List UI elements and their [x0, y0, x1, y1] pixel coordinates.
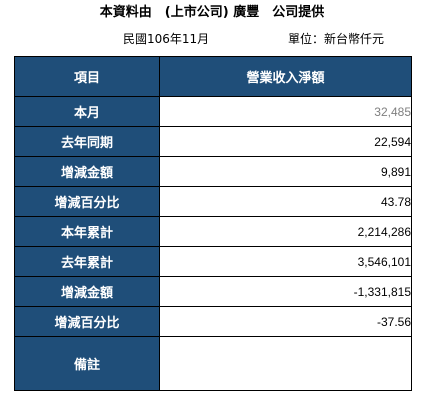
- report-title: 本資料由 (上市公司) 廣豐 公司提供: [99, 5, 325, 20]
- table-row: 去年同期 22,594: [14, 126, 412, 157]
- row-value: 43.78: [159, 186, 412, 217]
- table-header-row: 項目 營業收入淨額: [14, 56, 412, 97]
- row-label: 增減金額: [14, 276, 160, 307]
- note-value: [159, 336, 412, 391]
- row-value: 3,546,101: [159, 246, 412, 277]
- row-label: 增減百分比: [14, 186, 160, 217]
- row-label: 去年同期: [14, 126, 160, 157]
- table-row: 增減金額 -1,331,815: [14, 276, 412, 307]
- row-label: 增減金額: [14, 156, 160, 187]
- row-value: 32,485: [159, 96, 412, 127]
- row-value: 22,594: [159, 126, 412, 157]
- table-row: 去年累計 3,546,101: [14, 246, 412, 277]
- row-label: 去年累計: [14, 246, 160, 277]
- row-value: -1,331,815: [159, 276, 412, 307]
- table-row: 增減金額 9,891: [14, 156, 412, 187]
- note-row: 備註: [14, 336, 412, 391]
- revenue-table: 項目 營業收入淨額 本月 32,485 去年同期 22,594 增減金額 9,8…: [14, 56, 412, 391]
- row-label: 本年累計: [14, 216, 160, 247]
- row-label: 增減百分比: [14, 306, 160, 337]
- note-label: 備註: [14, 336, 160, 391]
- table-row: 增減百分比 -37.56: [14, 306, 412, 337]
- table-row: 增減百分比 43.78: [14, 186, 412, 217]
- row-value: 2,214,286: [159, 216, 412, 247]
- report-unit: 單位：新台幣仟元: [288, 32, 385, 46]
- row-value: 9,891: [159, 156, 412, 187]
- table-row: 本月 32,485: [14, 96, 412, 127]
- report-period: 民國106年11月: [123, 32, 210, 46]
- row-label: 本月: [14, 96, 160, 127]
- row-value: -37.56: [159, 306, 412, 337]
- table-row: 本年累計 2,214,286: [14, 216, 412, 247]
- column-header-item: 項目: [14, 56, 160, 97]
- column-header-net-revenue: 營業收入淨額: [159, 56, 412, 97]
